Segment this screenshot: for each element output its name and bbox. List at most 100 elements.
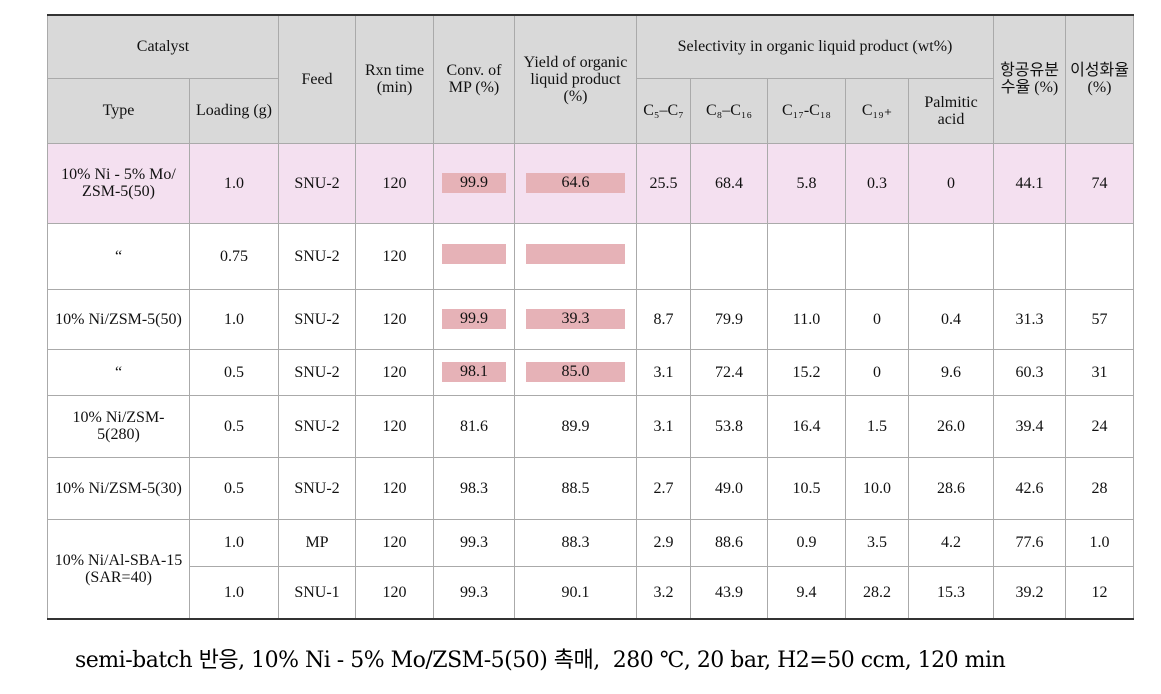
table-cell: 0 <box>907 142 995 224</box>
table-cell: 1.0 <box>189 565 279 620</box>
table-cell: 88.5 <box>514 456 637 520</box>
result-table: Catalyst Feed Rxn time (min) Conv. of MP… <box>47 14 1135 620</box>
table-cell: 15.3 <box>907 565 995 620</box>
table-cell: 43.9 <box>690 565 768 620</box>
table-cell: 120 <box>355 518 434 567</box>
table-row: 10% Ni/ZSM-5(30) 0.5 SNU-2 120 98.3 88.5 2.7 49… <box>47 456 1135 520</box>
table-cell: 120 <box>355 288 434 350</box>
table-cell: 3.1 <box>636 348 691 396</box>
header-cell: Palmitic acid <box>907 77 995 144</box>
table-cell: 1.0 <box>1065 518 1135 567</box>
table-cell: 88.6 <box>690 518 768 567</box>
table-cell: 79.9 <box>690 288 768 350</box>
table-cell: 10% Ni/ZSM-5(280) <box>47 394 190 458</box>
header-cell: 이성화율 (%) <box>1065 14 1135 144</box>
table-cell: 120 <box>355 222 434 290</box>
table-cell <box>1065 222 1135 290</box>
table-cell: 49.0 <box>690 456 768 520</box>
table-cell: 5.8 <box>767 142 846 224</box>
header-cell: Conv. of MP (%) <box>433 14 515 144</box>
table-cell <box>993 222 1067 290</box>
table-cell: 28.6 <box>907 456 995 520</box>
table-cell: 28 <box>1065 456 1135 520</box>
table-cell: SNU-2 <box>278 222 356 290</box>
table-cell: 53.8 <box>690 394 768 458</box>
header-cell: C₁₇-C₁₈ <box>767 77 846 144</box>
table-cell: 72.4 <box>690 348 768 396</box>
table-cell: 120 <box>355 456 434 520</box>
highlight-box <box>442 244 506 264</box>
table-cell: 57 <box>1065 288 1135 350</box>
table-cell: 98.1 <box>433 348 515 396</box>
caption: semi-batch 반응, 10% Ni - 5% Mo/ZSM-5(50) … <box>75 648 1006 673</box>
table-cell: 25.5 <box>636 142 691 224</box>
table-cell: 44.1 <box>993 142 1067 224</box>
table-cell: 0.3 <box>845 142 909 224</box>
table-cell: 9.6 <box>907 348 995 396</box>
table-cell <box>845 222 909 290</box>
table-row: 10% Ni/ZSM-5(50) 1.0 SNU-2 120 99.9 39.3 8.7 79… <box>47 288 1135 350</box>
highlight-box: 64.6 <box>525 173 626 193</box>
table-cell: “ <box>47 222 190 290</box>
table-row: “0.75 SNU-2 120 <box>47 222 1135 290</box>
table-cell: 99.3 <box>433 518 515 567</box>
table-cell: 60.3 <box>993 348 1067 396</box>
table-cell: 42.6 <box>993 456 1067 520</box>
table-cell: 89.9 <box>514 394 637 458</box>
table-cell: SNU-2 <box>278 288 356 350</box>
table-cell: 31 <box>1065 348 1135 396</box>
table-cell <box>514 222 637 290</box>
table-cell: SNU-2 <box>278 456 356 520</box>
table-cell: MP <box>278 518 356 567</box>
table-cell: 0.5 <box>189 456 279 520</box>
table-row: 1.0 SNU-1 120 99.3 90.1 3.2 43.9 9.4 28.2 15.3 39.… <box>48 565 1135 620</box>
table-cell: 39.4 <box>993 394 1067 458</box>
table-cell: SNU-2 <box>278 394 356 458</box>
table-cell: 99.9 <box>433 288 515 350</box>
header-cell: Yield of organic liquid product (%) <box>514 14 637 144</box>
table-cell: 1.0 <box>189 142 279 224</box>
table-cell: 10.0 <box>845 456 909 520</box>
table-cell: 120 <box>355 142 434 224</box>
table-cell: 2.9 <box>636 518 691 567</box>
table-cell: 0.9 <box>767 518 846 567</box>
header-cell: Rxn time (min) <box>355 14 434 144</box>
highlight-box: 98.1 <box>442 362 506 382</box>
table-cell: 1.0 <box>189 288 279 350</box>
table-cell: 0.5 <box>189 394 279 458</box>
table-row: 10% Ni - 5% Mo/ ZSM-5(50) 1.0 SNU-2 120 99.9… <box>47 142 1135 224</box>
table-cell: 8.7 <box>636 288 691 350</box>
table-row: “0.5 SNU-2 120 98.1 85.0 3.1 72.4 15.2 0 9.6 60.3 3… <box>47 348 1135 396</box>
table-cell: 98.3 <box>433 456 515 520</box>
table-cell: 81.6 <box>433 394 515 458</box>
table-cell: 99.3 <box>433 565 515 620</box>
table-cell: 0.75 <box>189 222 279 290</box>
table-cell <box>907 222 995 290</box>
table-cell: 68.4 <box>690 142 768 224</box>
table-cell: 11.0 <box>767 288 846 350</box>
table-cell: 4.2 <box>907 518 995 567</box>
table-cell: 88.3 <box>514 518 637 567</box>
table-row: 10% Ni/ZSM-5(280) 0.5 SNU-2 120 81.6 89.9 3.1 5… <box>47 394 1135 458</box>
table-cell: 85.0 <box>514 348 637 396</box>
table-cell: 64.6 <box>514 142 637 224</box>
table-cell: 90.1 <box>514 565 637 620</box>
table-cell: 3.1 <box>636 394 691 458</box>
highlight-box: 99.9 <box>442 173 506 193</box>
header-cell: Catalyst <box>47 14 279 79</box>
table-cell: 39.2 <box>993 565 1067 620</box>
table-cell: 120 <box>355 565 434 620</box>
table-cell: 15.2 <box>767 348 846 396</box>
table-cell: 10% Ni - 5% Mo/ ZSM-5(50) <box>47 142 190 224</box>
table-cell: 10% Ni/Al-SBA-15 (SAR=40) <box>47 518 190 620</box>
table-cell: 74 <box>1065 142 1135 224</box>
header-cell: Feed <box>278 14 356 144</box>
table-cell: SNU-2 <box>278 142 356 224</box>
table-cell: 26.0 <box>907 394 995 458</box>
table-cell: 39.3 <box>514 288 637 350</box>
header-cell: C₁₉₊ <box>845 77 909 144</box>
table-cell: 0 <box>845 288 909 350</box>
header-cell: Loading (g) <box>189 77 279 144</box>
header-cell: Type <box>47 77 190 144</box>
